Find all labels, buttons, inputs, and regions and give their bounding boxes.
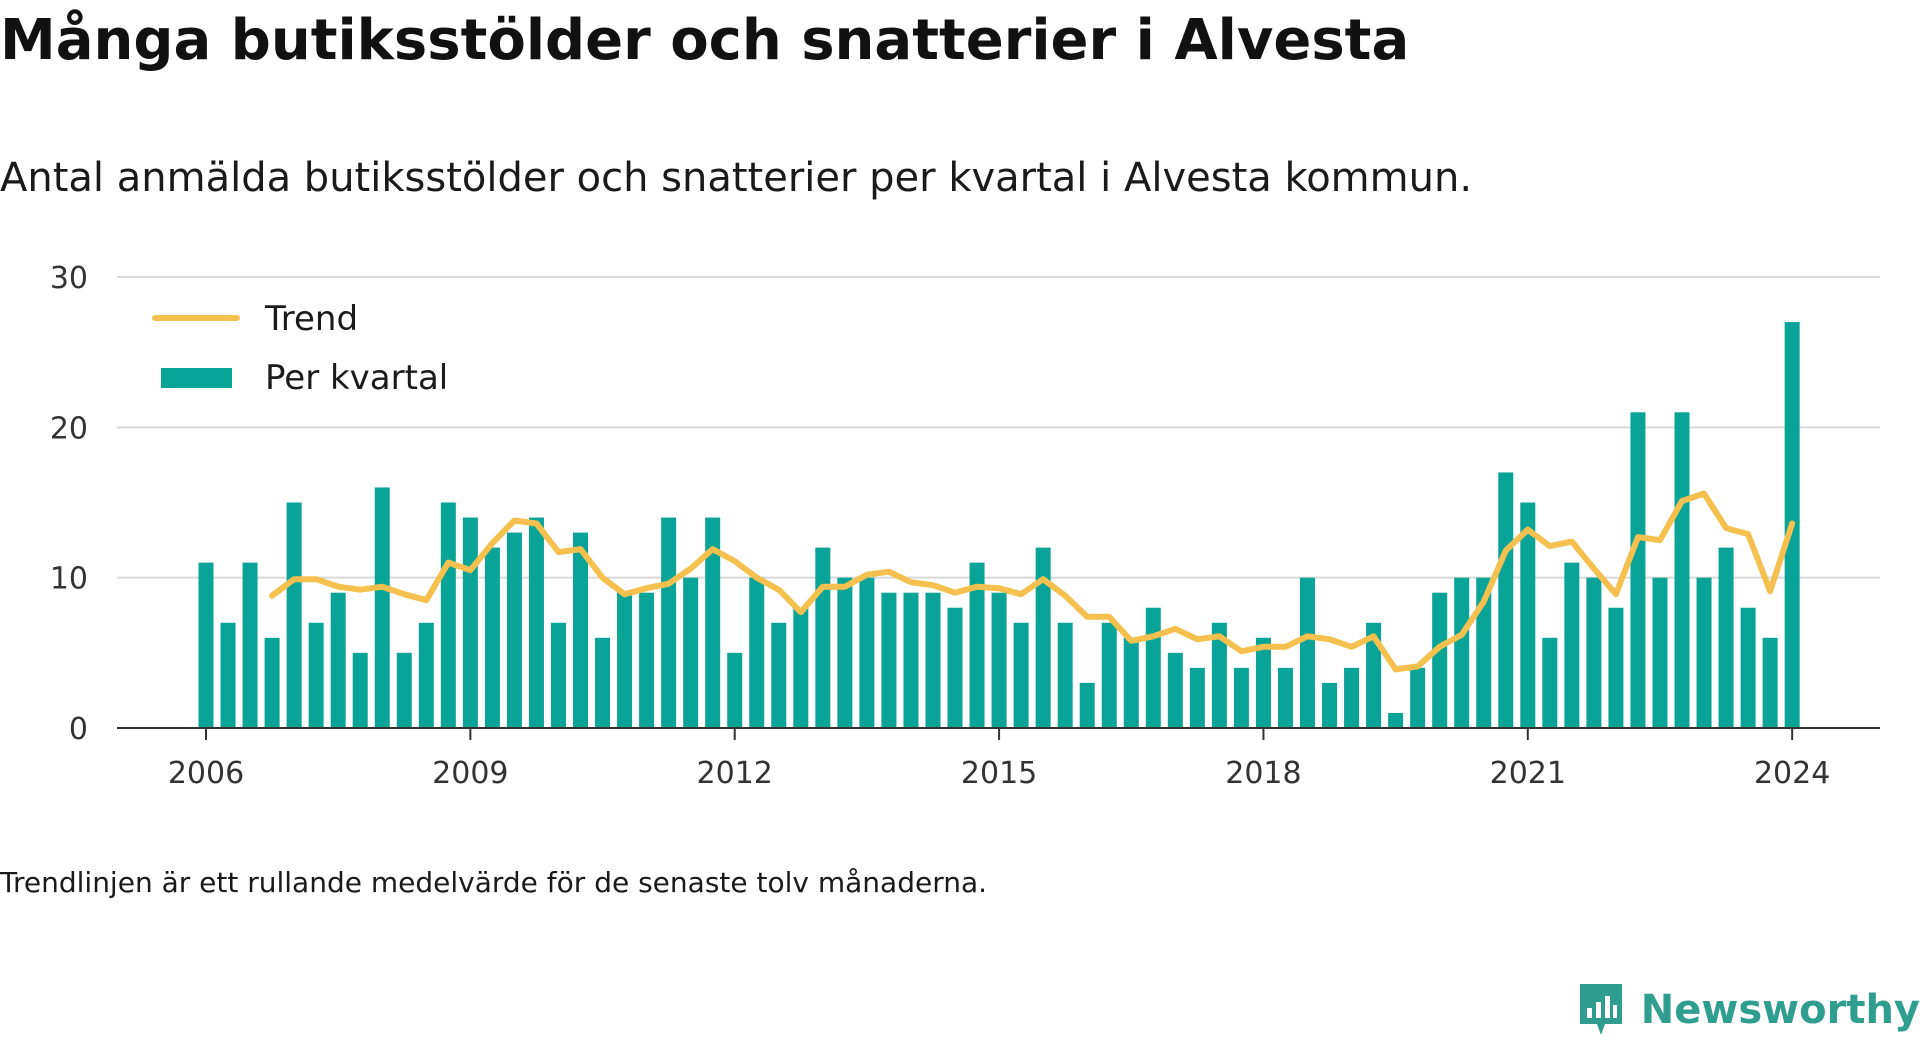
brand-logo[interactable]: Newsworthy: [1577, 982, 1920, 1038]
bar-q46: [1189, 667, 1205, 728]
chart-subtitle: Antal anmälda butiksstölder och snatteri…: [0, 155, 1473, 201]
bar-q68: [1674, 412, 1690, 728]
bar-q63: [1564, 562, 1580, 728]
y-tick-label: 20: [50, 411, 88, 446]
bar-q67: [1652, 577, 1668, 728]
bar-q8: [352, 652, 368, 728]
x-tick-label: 2018: [1225, 756, 1301, 791]
bar-q16: [528, 517, 544, 728]
x-tick-label: 2006: [168, 756, 244, 791]
bar-q59: [1476, 577, 1492, 728]
x-tick-label: 2015: [961, 756, 1037, 791]
bar-q28: [793, 607, 809, 728]
legend: Trend Per kvartal: [152, 299, 448, 398]
bar-q34: [925, 592, 941, 728]
bar-q60: [1498, 472, 1514, 728]
bar-q27: [771, 622, 787, 728]
brand-name: Newsworthy: [1640, 987, 1920, 1033]
bar-q38: [1013, 622, 1029, 728]
chart-title: Många butiksstölder och snatterier i Alv…: [0, 8, 1410, 73]
bar-q41: [1079, 682, 1095, 728]
bar-q4: [264, 637, 280, 728]
bar-q30: [837, 577, 853, 728]
trend-series: [269, 490, 1796, 673]
bar-q13: [462, 517, 478, 728]
bar-q43: [1123, 637, 1139, 728]
x-tick-label: 2024: [1754, 756, 1830, 791]
bar-q24: [705, 517, 721, 728]
x-tick-label: 2021: [1490, 756, 1566, 791]
bar-q69: [1696, 577, 1712, 728]
bar-q6: [308, 622, 324, 728]
bar-q72: [1762, 637, 1778, 728]
bar-q56: [1410, 667, 1426, 728]
bar-q50: [1277, 667, 1293, 728]
bar-q20: [617, 592, 633, 728]
bar-q55: [1388, 712, 1404, 728]
bar-q33: [903, 592, 919, 728]
bar-q70: [1718, 547, 1734, 728]
legend-bar-label: Per kvartal: [265, 358, 448, 398]
gridlines: [117, 276, 1880, 579]
bar-q3: [242, 562, 258, 728]
bar-q47: [1211, 622, 1227, 728]
bar-q58: [1454, 577, 1470, 728]
bar-q23: [683, 577, 699, 728]
trend-line: [269, 490, 1796, 673]
bar-q35: [947, 607, 963, 728]
bar-q66: [1630, 412, 1646, 728]
bar-q44: [1145, 607, 1161, 728]
bar-q52: [1322, 682, 1338, 728]
bar-q12: [440, 502, 456, 728]
bar-q29: [815, 547, 831, 728]
bar-q22: [661, 517, 677, 728]
quarterly-thefts-chart: 0 10 20 30 2006 2009 2012 2015 2018 2021 2024 Tre…: [50, 261, 1880, 791]
bar-q2: [220, 622, 236, 728]
bar-q5: [286, 502, 302, 728]
bar-q36: [969, 562, 985, 728]
bar-q21: [639, 592, 655, 728]
bar-q25: [727, 652, 743, 728]
bar-q39: [1035, 547, 1051, 728]
bar-q31: [859, 577, 875, 728]
bar-q45: [1167, 652, 1183, 728]
bar-q19: [595, 637, 611, 728]
y-tick-label: 10: [50, 562, 88, 597]
bar-q17: [550, 622, 566, 728]
bar-q26: [749, 577, 765, 728]
bar-q42: [1101, 622, 1117, 728]
bar-q57: [1432, 592, 1448, 728]
bar-q14: [484, 547, 500, 728]
y-tick-label: 30: [50, 261, 88, 296]
bar-q7: [330, 592, 346, 728]
chart-footnote: Trendlinjen är ett rullande medelvärde f…: [0, 866, 988, 899]
bar-q54: [1366, 622, 1382, 728]
bar-q40: [1057, 622, 1073, 728]
bar-q49: [1255, 637, 1271, 728]
bar-q48: [1233, 667, 1249, 728]
bar-q10: [396, 652, 412, 728]
bar-q32: [881, 592, 897, 728]
bar-q71: [1740, 607, 1756, 728]
bar-q11: [418, 622, 434, 728]
bar-q37: [991, 592, 1007, 728]
x-tick-label: 2009: [432, 756, 508, 791]
bar-q51: [1300, 577, 1315, 728]
legend-bar-swatch: [161, 368, 232, 388]
x-axis-ticks: 2006 2009 2012 2015 2018 2021 2024: [168, 728, 1830, 791]
bar-q15: [506, 532, 522, 728]
y-tick-label: 0: [69, 712, 88, 747]
bar-q53: [1344, 667, 1360, 728]
bar-q18: [573, 532, 589, 728]
bar-q61: [1520, 502, 1536, 728]
bar-q1: [198, 562, 214, 728]
newsworthy-logo-icon: [1579, 984, 1622, 1035]
x-tick-label: 2012: [697, 756, 773, 791]
bar-q62: [1542, 637, 1558, 728]
y-axis-ticks: 0 10 20 30: [50, 261, 88, 747]
bar-q64: [1586, 577, 1602, 728]
legend-trend-label: Trend: [264, 299, 358, 339]
bar-q9: [374, 487, 390, 728]
bar-q65: [1608, 607, 1624, 728]
